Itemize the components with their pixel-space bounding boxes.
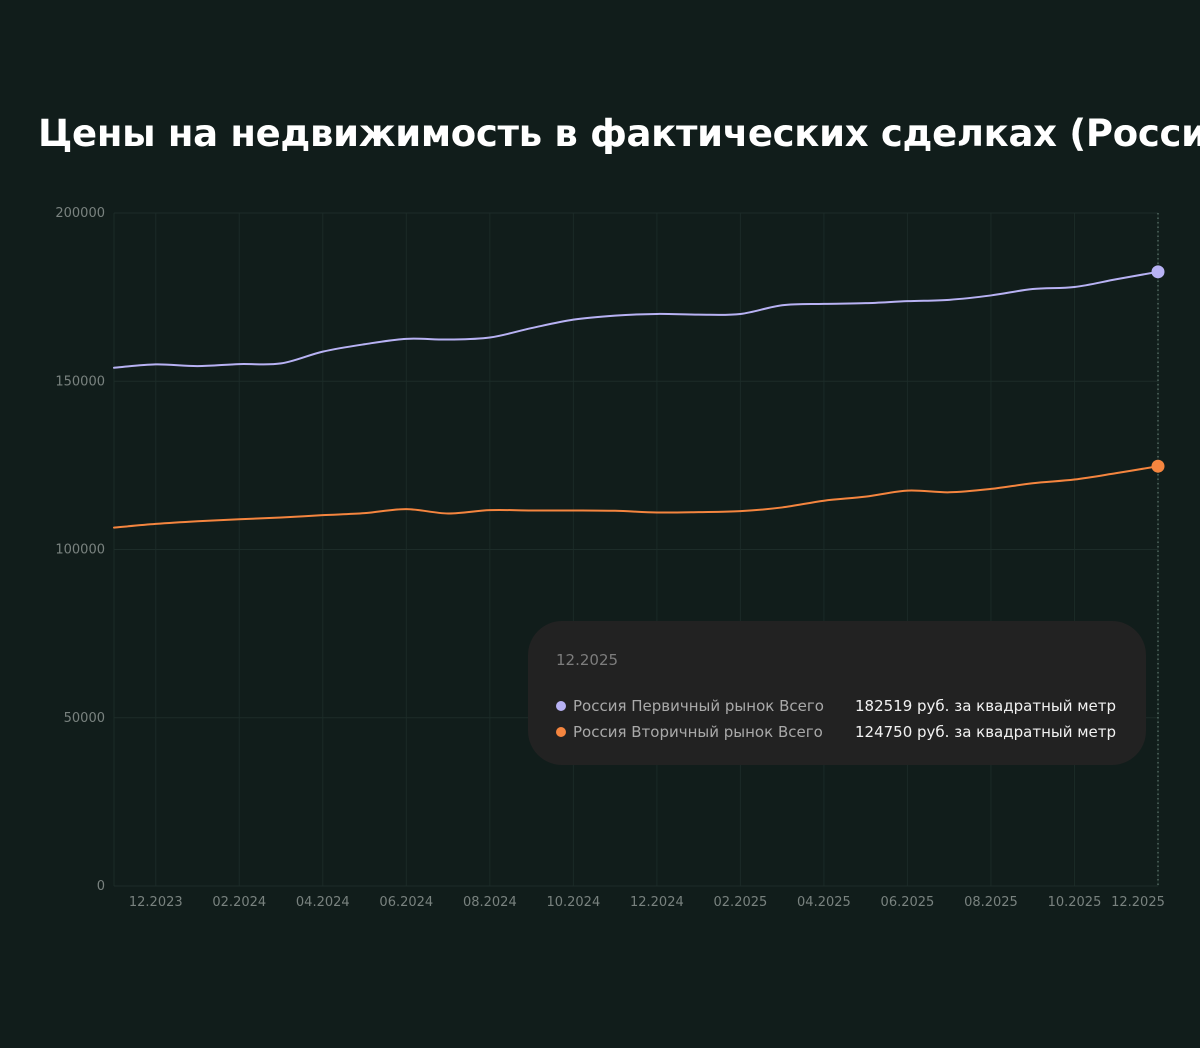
x-tick-label: 12.2025 [1111,895,1165,910]
x-tick-label: 06.2024 [379,895,433,910]
tooltip-series-name: Россия Первичный рынок Всего [573,697,824,715]
series-lines [113,270,1159,529]
x-tick-label: 10.2025 [1048,895,1102,910]
tooltip-series-value: 124750 руб. за квадратный метр [855,723,1117,741]
x-axis-tick-labels: 12.2023 02.2024 04.2024 06.2024 08.2024 10.20… [129,895,1165,910]
y-tick-label: 200000 [55,206,105,221]
data-point-secondary[interactable] [1151,459,1165,473]
tooltip-row-primary: Россия Первичный рынок Всего 182519 руб.… [556,693,1146,719]
x-tick-label: 08.2025 [964,895,1018,910]
x-tick-label: 08.2024 [463,895,517,910]
series-line-secondary[interactable] [113,465,1159,529]
x-tick-label: 10.2024 [546,895,600,910]
tooltip-row-secondary: Россия Вторичный рынок Всего 124750 руб.… [556,719,1146,745]
chart-title: Цены на недвижимость в фактических сделк… [38,112,1200,155]
tooltip-series-value: 182519 руб. за квадратный метр [855,697,1117,715]
x-tick-label: 06.2025 [881,895,935,910]
series-line-primary[interactable] [113,270,1159,369]
y-tick-label: 50000 [64,711,105,726]
y-tick-label: 100000 [55,543,105,558]
x-tick-label: 04.2024 [296,895,350,910]
y-tick-label: 150000 [55,374,105,389]
hover-tooltip: 12.2025 Россия Первичный рынок Всего 182… [528,621,1146,765]
legend-dot-icon [556,701,566,711]
x-tick-label: 02.2024 [212,895,266,910]
data-point-primary[interactable] [1151,265,1165,279]
x-tick-label: 12.2023 [129,895,183,910]
x-tick-label: 12.2024 [630,895,684,910]
legend-dot-icon [556,727,566,737]
x-tick-label: 04.2025 [797,895,851,910]
tooltip-date: 12.2025 [556,651,619,669]
series-end-points [1151,265,1165,473]
y-axis-tick-labels: 0 50000 100000 150000 200000 [55,206,105,894]
tooltip-series-name: Россия Вторичный рынок Всего [573,723,823,741]
x-tick-label: 02.2025 [714,895,768,910]
y-tick-label: 0 [97,879,105,894]
